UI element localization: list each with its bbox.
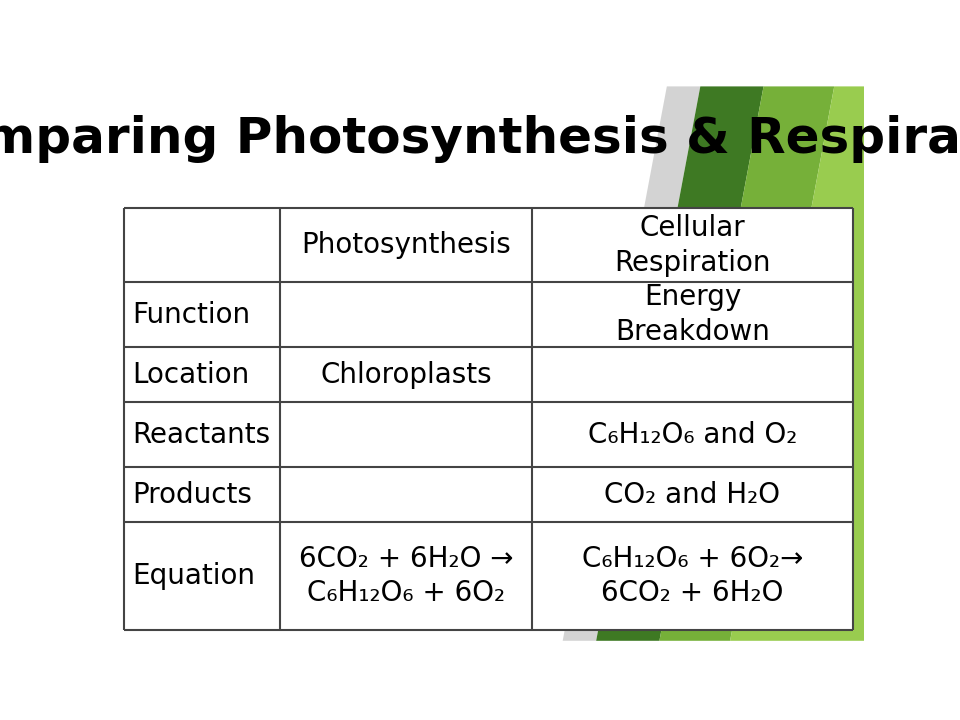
Bar	[124, 402, 280, 467]
Bar	[532, 467, 852, 522]
Polygon shape	[563, 86, 701, 641]
Bar	[280, 208, 532, 282]
Text: C₆H₁₂O₆ and O₂: C₆H₁₂O₆ and O₂	[588, 421, 797, 449]
Text: Equation: Equation	[132, 562, 255, 590]
Bar	[532, 402, 852, 467]
Text: Reactants: Reactants	[132, 421, 271, 449]
Text: Cellular
Respiration: Cellular Respiration	[614, 214, 771, 276]
Bar	[124, 348, 280, 402]
Bar	[124, 282, 280, 348]
Text: Comparing Photosynthesis & Respiration: Comparing Photosynthesis & Respiration	[0, 115, 960, 163]
Bar	[124, 208, 280, 282]
Polygon shape	[660, 86, 834, 641]
Bar	[280, 282, 532, 348]
Polygon shape	[596, 86, 763, 641]
Bar	[280, 348, 532, 402]
Bar	[532, 282, 852, 348]
Bar	[124, 522, 280, 630]
Text: Chloroplasts: Chloroplasts	[321, 361, 492, 389]
Bar	[124, 467, 280, 522]
Text: C₆H₁₂O₆ + 6O₂→
6CO₂ + 6H₂O: C₆H₁₂O₆ + 6O₂→ 6CO₂ + 6H₂O	[582, 545, 804, 607]
Text: Products: Products	[132, 481, 252, 509]
Polygon shape	[730, 86, 960, 641]
Bar	[532, 348, 852, 402]
Text: 6CO₂ + 6H₂O →
C₆H₁₂O₆ + 6O₂: 6CO₂ + 6H₂O → C₆H₁₂O₆ + 6O₂	[299, 545, 514, 607]
Bar	[532, 208, 852, 282]
Text: Photosynthesis: Photosynthesis	[301, 231, 511, 259]
Bar	[532, 522, 852, 630]
Bar	[280, 467, 532, 522]
Text: CO₂ and H₂O: CO₂ and H₂O	[605, 481, 780, 509]
Bar	[280, 402, 532, 467]
Text: Energy
Breakdown: Energy Breakdown	[615, 284, 770, 346]
Text: Location: Location	[132, 361, 250, 389]
Bar	[280, 522, 532, 630]
Text: Function: Function	[132, 301, 251, 329]
